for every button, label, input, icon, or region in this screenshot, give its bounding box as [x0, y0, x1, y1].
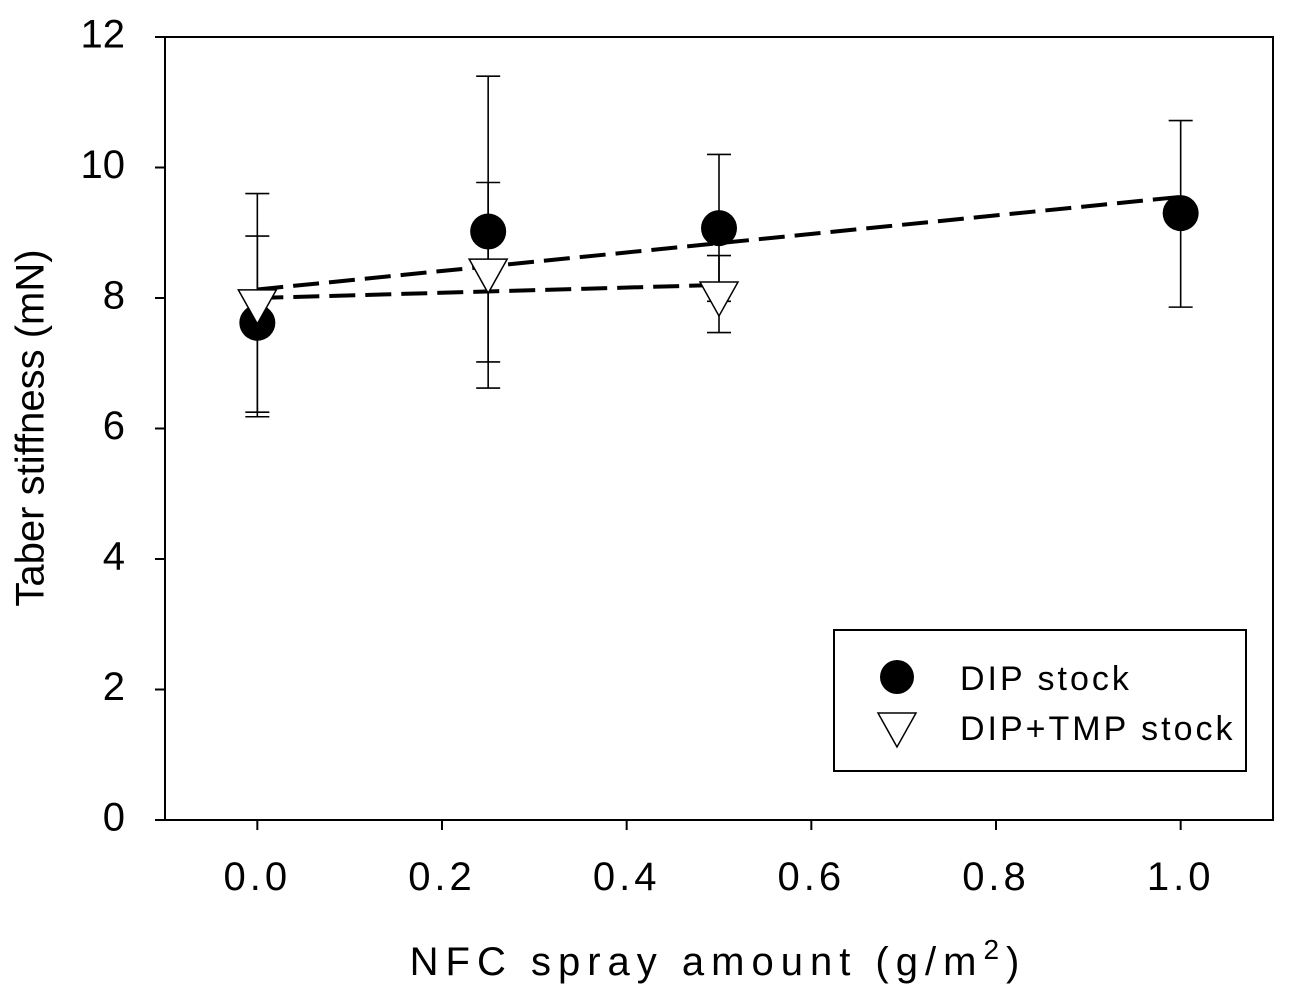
point-dip-stock-3 [1162, 195, 1199, 232]
error-bars [245, 75, 1193, 418]
x-axis: 0.0 0.2 0.4 0.6 0.8 1.0 [224, 820, 1215, 899]
legend: DIP stock DIP+TMP stock [833, 629, 1247, 772]
point-dip-tmp-stock-0 [237, 289, 278, 326]
x-tick-label-0.0: 0.0 [224, 855, 292, 899]
x-axis-title-superscript: 2 [983, 934, 1006, 965]
legend-box [833, 629, 1247, 772]
y-axis: 0 2 4 6 8 10 12 [81, 13, 165, 840]
y-tick-label-4: 4 [103, 535, 125, 579]
x-axis-title-end: ) [1006, 940, 1026, 984]
trend-line-series-0 [257, 194, 1181, 292]
legend-marker-dip-stock [880, 660, 914, 694]
point-dip-tmp-stock-1 [467, 258, 509, 295]
y-tick-label-2: 2 [103, 665, 125, 709]
x-tick-label-0.4: 0.4 [593, 855, 661, 899]
legend-marker-dip-tmp-stock [876, 712, 918, 749]
y-tick-label-8: 8 [103, 274, 125, 318]
y-tick-label-6: 6 [103, 404, 125, 448]
data-markers [237, 195, 1199, 341]
x-axis-title: NFC spray amount (g/m2) [410, 934, 1027, 984]
x-tick-label-0.8: 0.8 [962, 855, 1030, 899]
legend-label-dip-tmp-stock: DIP+TMP stock [960, 710, 1236, 748]
point-dip-stock-1 [470, 213, 507, 250]
x-tick-label-1.0: 1.0 [1147, 855, 1215, 899]
y-tick-label-10: 10 [81, 143, 126, 187]
point-dip-stock-2 [701, 210, 737, 247]
x-axis-title-main: NFC spray amount (g/m [410, 940, 984, 984]
point-dip-tmp-stock-2 [698, 281, 740, 318]
x-tick-label-0.2: 0.2 [408, 855, 476, 899]
y-tick-label-12: 12 [81, 13, 126, 57]
y-tick-label-0: 0 [103, 796, 125, 840]
legend-label-dip-stock: DIP stock [960, 660, 1132, 698]
x-tick-label-0.6: 0.6 [778, 855, 846, 899]
y-axis-title: Taber stiffness (mN) [9, 249, 53, 606]
